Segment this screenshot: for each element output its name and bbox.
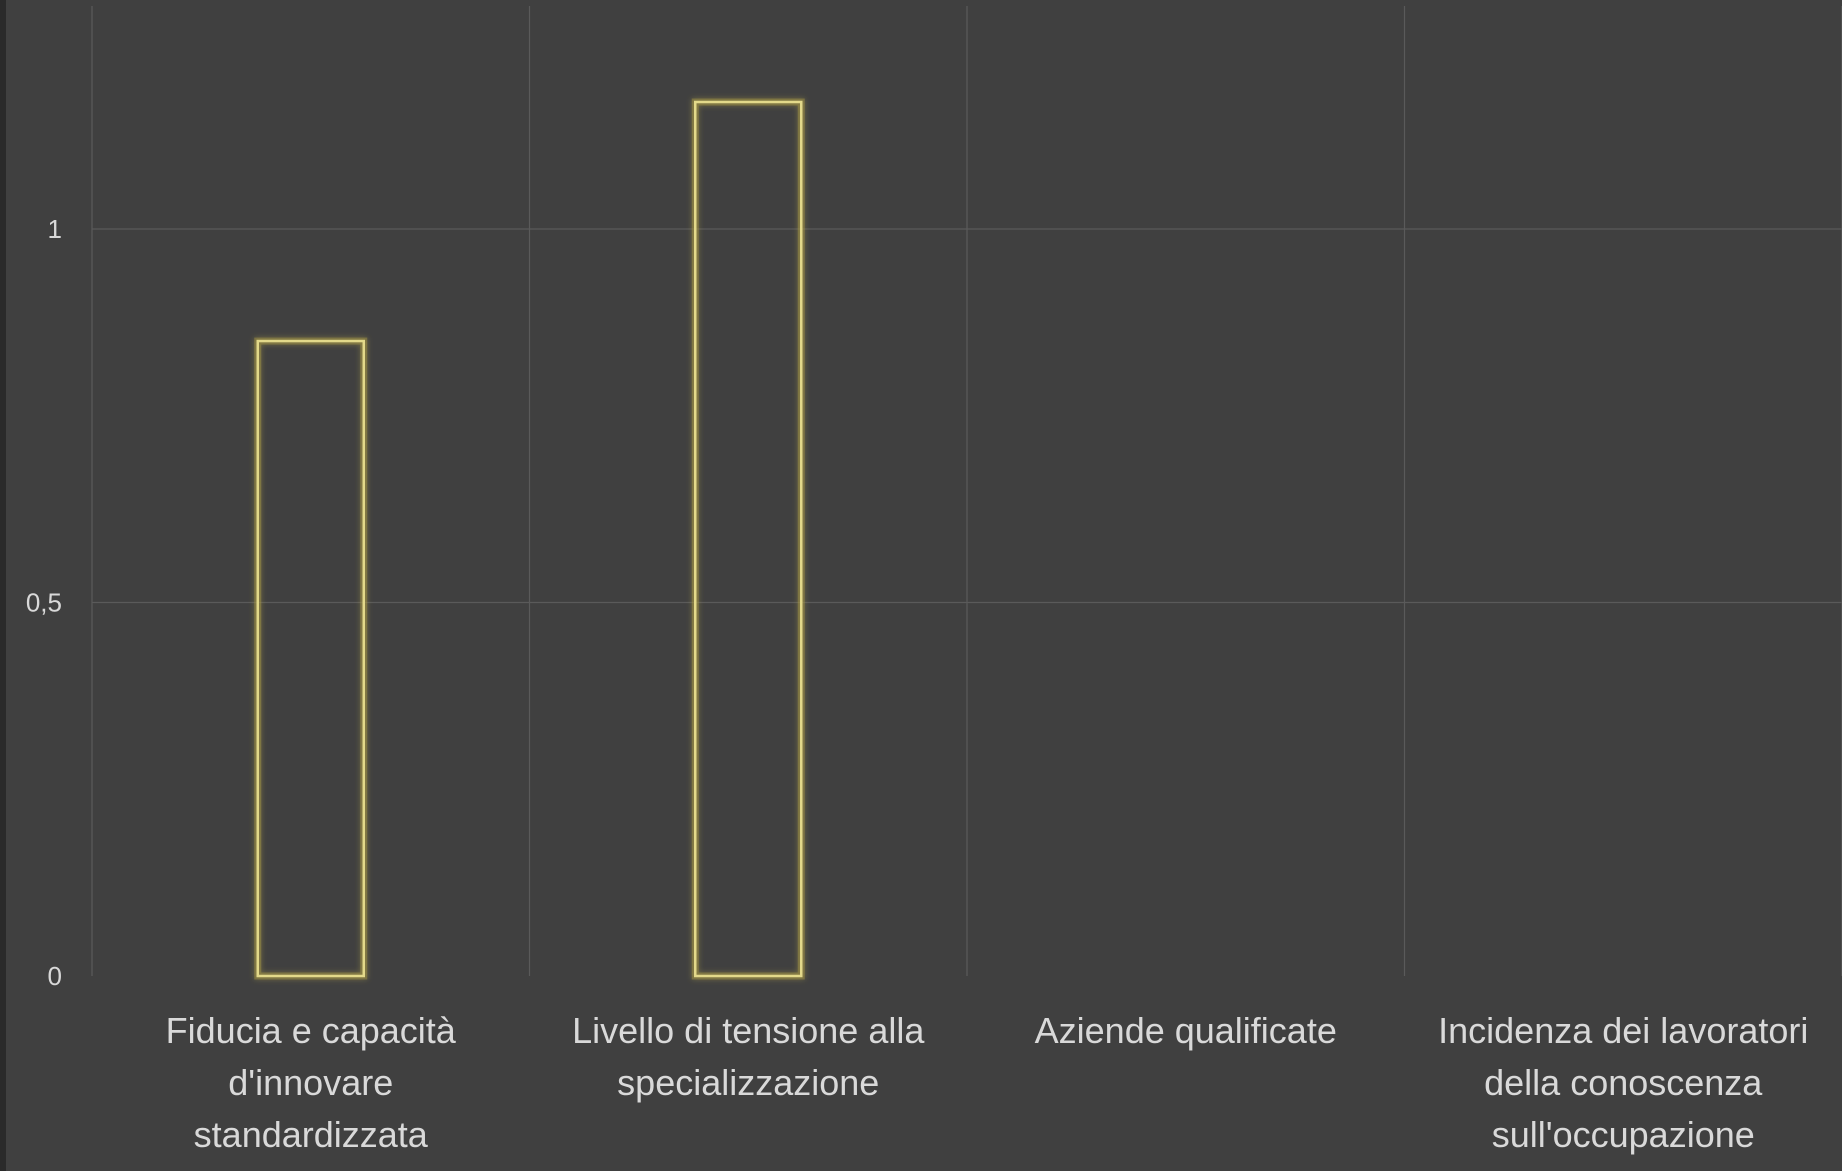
bar (256, 339, 365, 978)
x-tick-label-line: Aziende qualificate (1035, 1010, 1337, 1051)
x-axis-labels: Fiducia e capacità d'innovare standardizza… (166, 1010, 1809, 1155)
x-tick-label-line: d'innovare (228, 1062, 393, 1103)
bar-glow (691, 98, 805, 980)
x-tick-label-line: Fiducia e capacità (166, 1010, 457, 1051)
x-tick-label: Livello di tensione alla specializzazione (572, 1010, 925, 1103)
x-tick-label-line: Incidenza dei lavoratori (1438, 1010, 1808, 1051)
y-tick-label: 0 (48, 961, 62, 991)
grid-lines (0, 6, 1842, 976)
x-tick-label-line: sull'occupazione (1492, 1114, 1755, 1155)
x-tick-label: Fiducia e capacità d'innovare standardizza… (166, 1010, 457, 1155)
y-tick-label: 1 (48, 214, 62, 244)
x-tick-label-line: della conoscenza (1484, 1062, 1763, 1103)
chart-left-edge (0, 0, 6, 1171)
y-tick-label: 0,5 (26, 588, 62, 618)
x-tick-label-line: specializzazione (617, 1062, 879, 1103)
y-axis-labels: 00,51 (26, 214, 62, 991)
x-tick-label: Aziende qualificate (1035, 1010, 1337, 1051)
bar-glow (254, 337, 368, 980)
x-tick-label-line: Livello di tensione alla (572, 1010, 925, 1051)
bar (694, 100, 803, 978)
x-tick-label-line: standardizzata (194, 1114, 429, 1155)
x-tick-label: Incidenza dei lavoratori della conoscenza… (1438, 1010, 1808, 1155)
bars (254, 98, 805, 980)
